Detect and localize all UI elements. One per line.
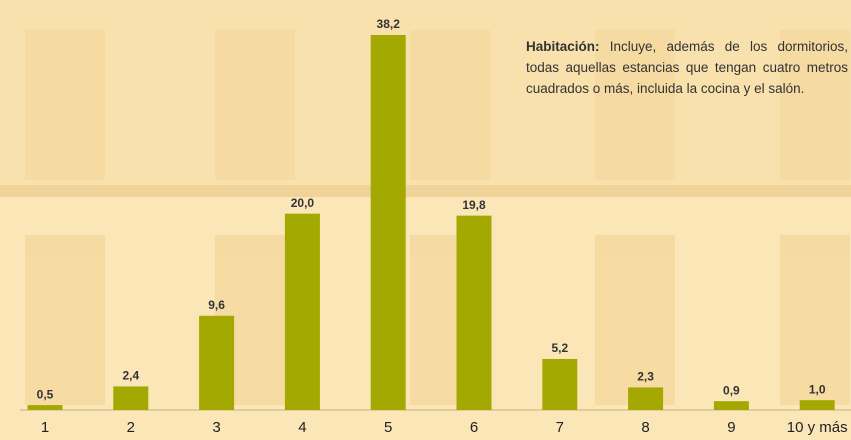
bar	[284, 213, 320, 410]
value-label: 20,0	[291, 196, 315, 210]
bar	[628, 387, 664, 410]
annotation: Habitación: Incluye, además de los dormi…	[526, 36, 848, 99]
value-label: 0,5	[37, 387, 54, 401]
x-tick-label: 10 y más	[787, 419, 848, 436]
x-tick-label: 7	[556, 419, 564, 436]
bar	[799, 400, 835, 410]
bar	[199, 315, 235, 410]
value-label: 2,3	[637, 370, 654, 384]
bar	[27, 405, 63, 410]
value-label: 9,6	[208, 298, 225, 312]
bars: 0,5 1 2,4 2 9,6 3 20,0 4 38,2 5 19,8 6 5,2 7 2,3 8 0,9 9 1…	[27, 17, 848, 436]
value-label: 5,2	[551, 341, 568, 355]
x-tick-label: 4	[298, 419, 306, 436]
x-tick-label: 1	[41, 419, 49, 436]
background-photo	[0, 0, 851, 405]
bar	[113, 386, 149, 410]
value-label: 1,0	[809, 382, 826, 396]
value-label: 38,2	[377, 17, 401, 31]
annotation-term: Habitación:	[526, 39, 600, 54]
value-label: 0,9	[723, 383, 740, 397]
x-tick-label: 3	[212, 419, 220, 436]
annotation-text: Incluye, además de los dormitorios, toda…	[526, 39, 848, 96]
bar	[456, 215, 492, 410]
x-tick-label: 9	[727, 419, 735, 436]
bar	[370, 35, 406, 410]
x-tick-label: 5	[384, 419, 392, 436]
bar	[713, 401, 749, 410]
x-tick-label: 2	[127, 419, 135, 436]
value-label: 2,4	[122, 369, 139, 383]
x-tick-label: 8	[641, 419, 649, 436]
x-tick-label: 6	[470, 419, 478, 436]
bar	[542, 358, 578, 410]
value-label: 19,8	[462, 198, 486, 212]
